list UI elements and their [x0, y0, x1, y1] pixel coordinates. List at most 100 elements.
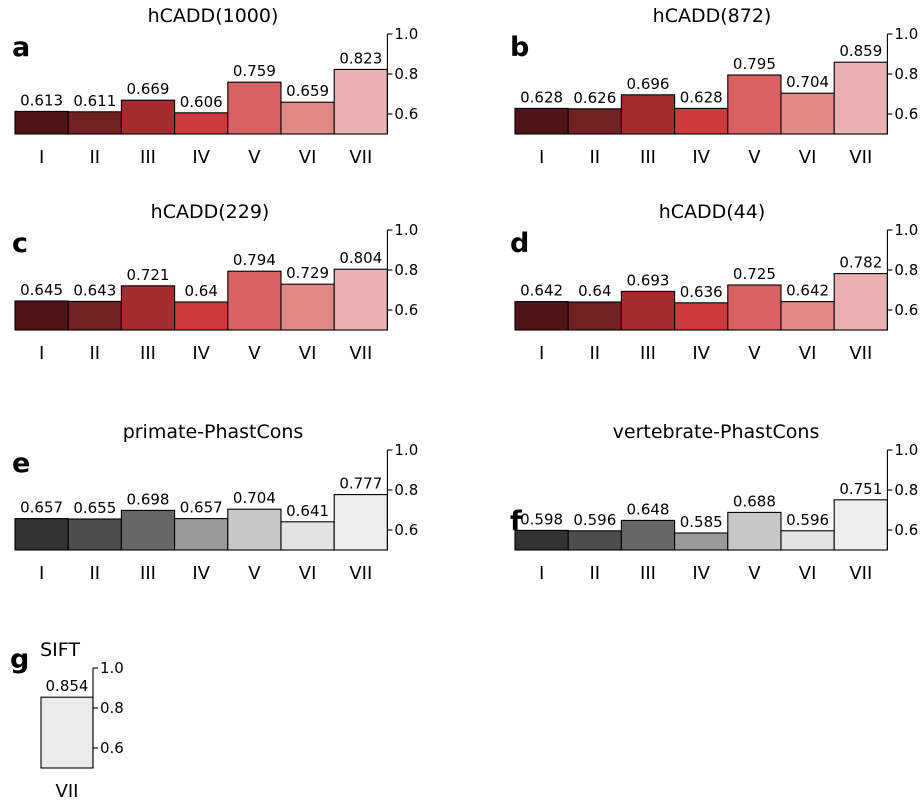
- bar: [14, 518, 69, 551]
- bar: [514, 529, 569, 551]
- bar: [674, 532, 729, 551]
- bar: [227, 270, 282, 331]
- panel-letter: g: [10, 644, 29, 675]
- bar-value-label: 0.641: [286, 502, 329, 520]
- panel-title: primate-PhastCons: [123, 421, 304, 443]
- bar-value-label: 0.626: [573, 89, 616, 107]
- category-label: III: [140, 343, 156, 364]
- bar-value-label: 0.693: [627, 271, 670, 289]
- bar-value-label: 0.659: [286, 82, 329, 100]
- bar-value-label: 0.643: [73, 281, 116, 299]
- category-label: V: [248, 563, 261, 584]
- panel-title: hCADD(872): [653, 5, 772, 27]
- category-label: III: [640, 563, 656, 584]
- y-tick-label: 0.6: [394, 301, 418, 319]
- bar-value-label: 0.669: [127, 80, 170, 98]
- category-label: V: [748, 563, 761, 584]
- bar-value-label: 0.759: [233, 62, 276, 80]
- bar: [280, 101, 335, 135]
- category-label: VI: [799, 563, 817, 584]
- y-tick-label: 1.0: [394, 25, 418, 43]
- bar-value-label: 0.645: [20, 281, 63, 299]
- category-label: V: [248, 343, 261, 364]
- panel-letter: a: [12, 32, 30, 63]
- y-tick-label: 1.0: [894, 221, 918, 239]
- panel-title: SIFT: [40, 639, 80, 661]
- bar: [620, 519, 676, 551]
- bar: [514, 107, 569, 135]
- y-tick-label: 0.8: [894, 261, 918, 279]
- bar-value-label: 0.854: [46, 677, 89, 695]
- bar-value-label: 0.777: [339, 475, 382, 493]
- bar-value-label: 0.606: [180, 93, 223, 111]
- bar-value-label: 0.782: [839, 254, 882, 272]
- panel-title: hCADD(229): [151, 201, 270, 223]
- bar: [727, 511, 782, 551]
- panel-g: g SIFT 0.854 VII 0.6 0.8 1.0: [10, 639, 124, 800]
- bar-value-label: 0.751: [839, 480, 882, 498]
- category-label: VII: [349, 147, 372, 168]
- bar-value-label: 0.642: [786, 282, 829, 300]
- category-label: I: [39, 563, 44, 584]
- bar-value-label: 0.657: [20, 499, 63, 517]
- bar: [674, 302, 729, 331]
- bar: [514, 301, 569, 331]
- bar-value-label: 0.655: [73, 499, 116, 517]
- panel-a: a hCADD(1000) 0.613 I 0.611 II 0.669 III 0.606 IV…: [12, 5, 418, 168]
- bar: [120, 285, 176, 331]
- bar: [780, 92, 835, 135]
- category-label: I: [39, 343, 44, 364]
- y-tick-label: 1.0: [394, 221, 418, 239]
- panel-c: c hCADD(229) 0.645 I 0.643 II 0.721 III 0.64 IV 0.…: [12, 201, 418, 364]
- bar: [780, 301, 835, 331]
- bar-value-label: 0.696: [627, 75, 670, 93]
- bar-value-label: 0.585: [680, 513, 723, 531]
- bar-value-label: 0.596: [573, 511, 616, 529]
- bar: [780, 530, 835, 551]
- panel-d: d hCADD(44) 0.642 I 0.64 II 0.693 III 0.636 IV 0.7…: [510, 201, 918, 364]
- bar: [174, 301, 229, 331]
- bar: [280, 283, 335, 331]
- bar-value-label: 0.64: [184, 282, 217, 300]
- category-label: II: [89, 563, 100, 584]
- bar-value-label: 0.596: [786, 511, 829, 529]
- category-label: VI: [299, 343, 317, 364]
- category-label: VII: [349, 343, 372, 364]
- bar-value-label: 0.729: [286, 264, 329, 282]
- category-label: IV: [192, 343, 210, 364]
- bar: [227, 508, 282, 551]
- category-label: II: [89, 147, 100, 168]
- bar-value-label: 0.823: [339, 49, 382, 67]
- panel-letter: e: [12, 448, 30, 479]
- bar: [833, 499, 888, 551]
- bar: [727, 284, 782, 331]
- bar-value-label: 0.688: [733, 492, 776, 510]
- category-label: VII: [56, 781, 79, 800]
- panel-title: hCADD(44): [659, 201, 766, 223]
- y-tick-label: 0.8: [394, 65, 418, 83]
- category-label: II: [589, 147, 600, 168]
- bar: [620, 290, 676, 331]
- bar: [280, 521, 335, 551]
- panel-title: hCADD(1000): [148, 5, 279, 27]
- category-label: IV: [192, 563, 210, 584]
- y-tick-label: 0.8: [894, 481, 918, 499]
- bar-value-label: 0.859: [839, 42, 882, 60]
- category-label: VI: [299, 147, 317, 168]
- category-label: III: [640, 343, 656, 364]
- bar: [14, 300, 69, 331]
- category-label: III: [140, 147, 156, 168]
- category-label: VI: [299, 563, 317, 584]
- bar-value-label: 0.704: [233, 489, 276, 507]
- bar-value-label: 0.598: [520, 510, 563, 528]
- bar-value-label: 0.794: [233, 251, 276, 269]
- category-label: IV: [692, 343, 710, 364]
- category-label: I: [539, 343, 544, 364]
- category-label: III: [640, 147, 656, 168]
- bar-value-label: 0.64: [578, 282, 611, 300]
- y-tick-label: 0.6: [100, 739, 124, 757]
- category-label: VII: [349, 563, 372, 584]
- bar-value-label: 0.628: [680, 88, 723, 106]
- bar: [67, 518, 122, 551]
